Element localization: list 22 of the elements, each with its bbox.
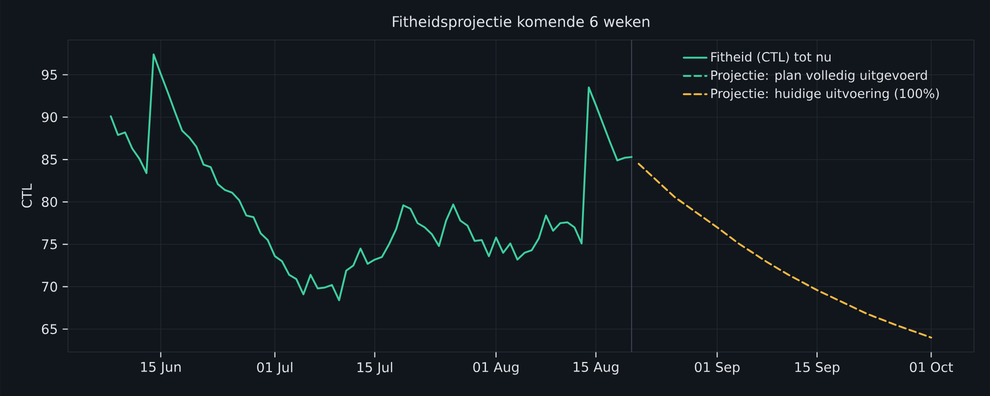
x-tick-label: 01 Oct <box>910 362 953 372</box>
y-tick-label: 75 <box>42 239 57 250</box>
x-tick-label: 01 Jul <box>257 362 292 375</box>
x-tick-label: 01 Aug <box>473 362 518 375</box>
y-tick-label: 90 <box>42 112 58 122</box>
y-tick-label: 95 <box>42 70 57 80</box>
x-tick-label: 01 Sep <box>694 362 740 375</box>
x-tick-label: 15 Jun <box>141 362 181 374</box>
x-tick-label: 15 Jul <box>358 362 392 375</box>
y-tick-label: 65 <box>42 324 57 334</box>
line-series <box>638 162 932 339</box>
line-series <box>110 53 633 302</box>
chart-title: Fitheidsprojectie komende 6 weken <box>392 16 650 30</box>
legend-label: Projectie: plan volledig uitgevoerd <box>711 70 927 82</box>
y-tick-label: 85 <box>42 154 57 165</box>
y-tick-label: 80 <box>42 196 58 207</box>
y-tick-label: 70 <box>42 282 58 292</box>
x-tick-label: 15 Aug <box>574 362 618 375</box>
legend-label: Fitheid (CTL) tot nu <box>711 52 831 64</box>
y-axis-title: CTL <box>22 184 32 208</box>
x-tick-label: 15 Sep <box>795 362 840 375</box>
legend-label: Projectie: huidige uitvoering (100%) <box>711 88 939 101</box>
